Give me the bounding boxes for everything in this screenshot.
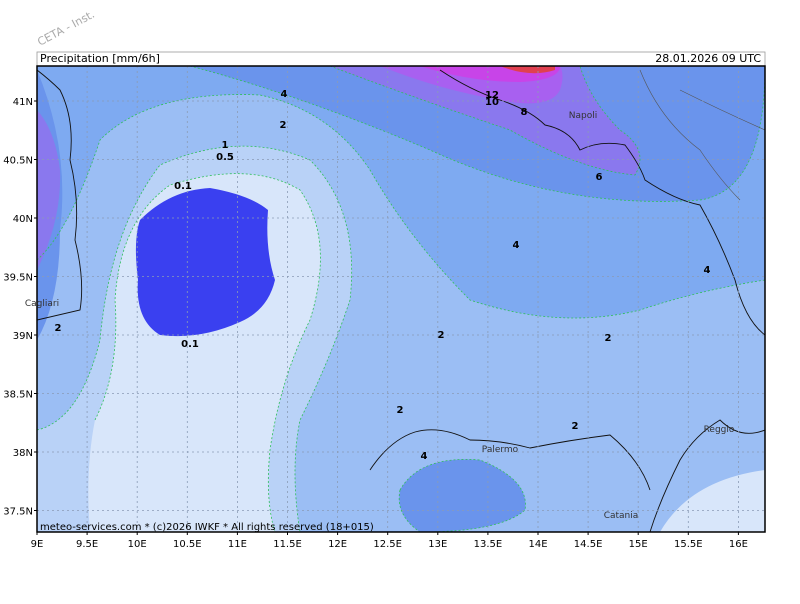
contour-label: 0.1 — [181, 339, 199, 350]
lat-label: 39.5N — [3, 273, 33, 284]
city-label: Catania — [604, 511, 639, 521]
lon-label: 15.5E — [674, 539, 703, 550]
lon-label: 16E — [729, 539, 748, 550]
lon-label: 10E — [128, 539, 147, 550]
lon-label: 9.5E — [76, 539, 98, 550]
contour-label: 4 — [421, 451, 428, 462]
contour-label: 4 — [513, 240, 520, 251]
lat-label: 41N — [13, 97, 33, 108]
contour-label: 2 — [605, 333, 612, 344]
lon-label: 11.5E — [273, 539, 302, 550]
lon-label: 10.5E — [173, 539, 202, 550]
contour-label: 8 — [521, 107, 528, 118]
lat-label: 38.5N — [3, 390, 33, 401]
field-below-01 — [135, 188, 275, 337]
contour-label: 12 — [485, 90, 499, 101]
city-label: Napoli — [569, 111, 597, 121]
lon-label: 14.5E — [574, 539, 603, 550]
field-4-6-sicily — [399, 459, 526, 532]
map-title: Precipitation [mm/6h] — [40, 52, 160, 65]
lon-label: 13.5E — [474, 539, 503, 550]
footer-credit: meteo-services.com * (c)2026 IWKF * All … — [40, 522, 374, 533]
contour-label: 2 — [397, 405, 404, 416]
city-label: Cagliari — [25, 299, 59, 309]
field-max — [500, 66, 555, 74]
contour-label: 2 — [280, 120, 287, 131]
map-frame — [36, 65, 766, 533]
lat-label: 40N — [13, 214, 33, 225]
contour-label: 2 — [572, 421, 579, 432]
city-label: Reggio — [704, 425, 735, 435]
graticule — [37, 66, 765, 532]
lon-label: 9E — [31, 539, 44, 550]
contour-label: 0.5 — [216, 152, 234, 163]
precip-field — [37, 66, 765, 532]
lon-label: 13E — [428, 539, 447, 550]
lat-label: 37.5N — [3, 507, 33, 518]
valid-time: 28.01.2026 09 UTC — [655, 52, 761, 65]
lon-label: 12.5E — [373, 539, 402, 550]
contour-label: 4 — [281, 89, 288, 100]
contour-label: 2 — [438, 330, 445, 341]
contour-label: 0.1 — [174, 181, 192, 192]
contour-label: 10 — [485, 97, 499, 108]
lon-label: 14E — [528, 539, 547, 550]
contour-label: 4 — [704, 265, 711, 276]
field-6-8 — [330, 66, 640, 175]
lon-label: 15E — [629, 539, 648, 550]
coastlines — [37, 69, 765, 532]
lon-label: 11E — [228, 539, 247, 550]
lat-label: 39N — [13, 331, 33, 342]
lat-label: 38N — [13, 448, 33, 459]
lat-label: 40.5N — [3, 156, 33, 167]
contour-label: 2 — [55, 323, 62, 334]
contour-label: 6 — [596, 172, 603, 183]
city-label: Palermo — [482, 445, 519, 455]
field-6-8-west — [37, 110, 61, 270]
watermark: CETA - Inst. — [35, 8, 97, 49]
contour-label: 1 — [222, 140, 229, 151]
lon-label: 12E — [328, 539, 347, 550]
